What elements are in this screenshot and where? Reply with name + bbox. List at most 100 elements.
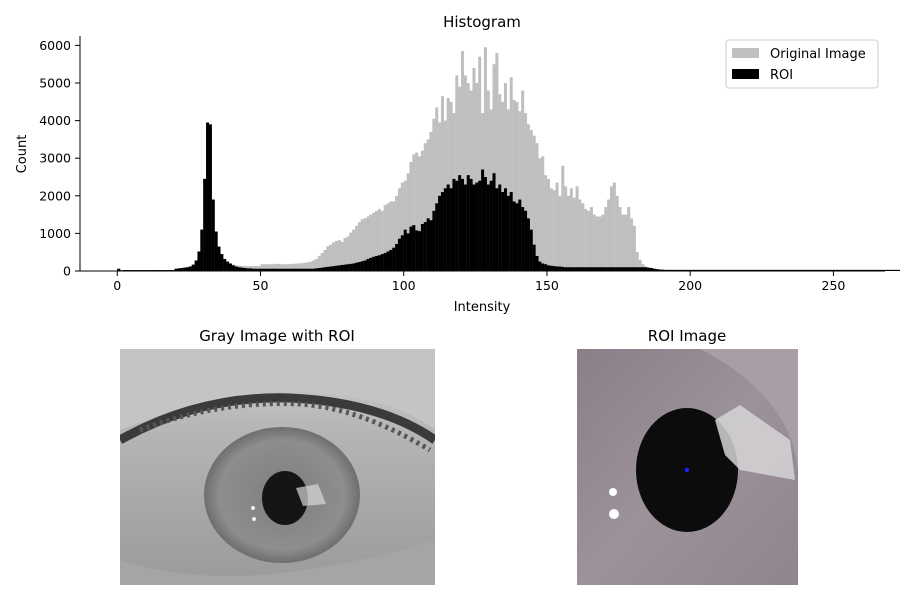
histogram-bar [558,195,562,271]
histogram-bar [842,269,846,271]
histogram-bar [799,269,803,271]
histogram-bar [773,269,777,271]
histogram-bar [400,235,404,271]
histogram-bar [567,195,571,271]
histogram-bar [598,267,602,271]
histogram-bar [589,267,593,271]
histogram-bar [206,122,210,271]
histogram-bar [544,264,548,271]
histogram-bar [472,184,476,271]
legend-swatch-roi [732,69,759,79]
histogram-bar [197,251,201,271]
histogram-bar [251,266,255,271]
histogram-bar [346,264,350,271]
histogram-bar [730,269,734,271]
histogram-bar [194,260,198,271]
histogram-bar [541,263,545,271]
histogram-bar [853,269,857,271]
histogram-bar [701,269,705,271]
histogram-bar [478,180,482,271]
histogram-bar [681,269,685,271]
histogram-bar [357,222,361,271]
roi-image-title: ROI Image [648,327,726,345]
histogram-bar [844,269,848,271]
histogram-bar [592,267,596,271]
histogram-bar [455,75,459,271]
histogram-bar [515,101,519,271]
histogram-bar [397,188,401,271]
histogram-bar [862,269,866,271]
histogram-bar [589,207,593,271]
histogram-bar [386,251,390,271]
histogram-bar [492,64,496,271]
histogram-bar [257,266,261,271]
histogram-bar [558,266,562,271]
histogram-bar [864,269,868,271]
histogram-bar [326,246,330,271]
histogram-bar [461,51,465,271]
histogram-bar [254,268,258,271]
histogram-bar [286,264,290,271]
histogram-bar [833,269,837,271]
histogram-bar [753,269,757,271]
histogram-bar [546,178,550,271]
histogram-bar [598,216,602,271]
histogram-bar [707,269,711,271]
histogram-bar [618,207,622,271]
histogram-bar [475,83,479,271]
histogram-bar [395,195,399,271]
histogram-bar [406,233,410,271]
histogram-bar [698,269,702,271]
histogram-bar [263,264,267,271]
y-tick-label: 0 [63,264,71,279]
histogram-bar [334,240,338,271]
histogram-bar [552,190,556,271]
histogram-bar [609,186,613,271]
histogram-bar [544,175,548,271]
histogram-bar [839,269,843,271]
histogram-bar [549,188,553,271]
histogram-bar [661,269,665,271]
histogram-bar [624,267,628,271]
histogram-bar [380,254,384,271]
histogram-bar [372,212,376,271]
histogram-bar [343,237,347,271]
y-axis-ticks: 0 1000 2000 3000 4000 5000 6000 [39,38,80,279]
histogram-bar [870,269,874,271]
histogram-bar [403,180,407,271]
legend: Original Image ROI [725,39,879,89]
histogram-bar [415,230,419,271]
histogram-bar [117,268,121,271]
y-tick-label: 3000 [39,151,71,166]
histogram-bar [524,113,528,271]
y-axis-label: Count [15,135,30,174]
histogram-bar [429,220,433,271]
histogram-bar [440,192,444,271]
histogram-bar [277,268,281,271]
histogram-bar [635,267,639,271]
histogram-bar [355,225,359,271]
histogram-bar [260,268,264,271]
histogram-bar [269,264,273,271]
legend-swatch-original-image [732,48,759,58]
histogram-bar [495,52,499,271]
histogram-bar [638,259,642,271]
histogram-bar [503,188,507,271]
histogram-bar [372,256,376,271]
histogram-bar [466,175,470,271]
histogram-bar [337,265,341,271]
histogram-bar [463,75,467,271]
histogram-bar [879,269,883,271]
histogram-bar [291,268,295,271]
histogram-bar [269,268,273,271]
histogram-bar [518,199,522,271]
histogram-bar [297,268,301,271]
histogram-bar [813,269,817,271]
histogram-bar [458,175,462,271]
histogram-bar [715,269,719,271]
histogram-bar [332,242,336,271]
histogram-bar [395,243,399,271]
histogram-bar [289,263,293,271]
histogram-bar [426,218,430,271]
